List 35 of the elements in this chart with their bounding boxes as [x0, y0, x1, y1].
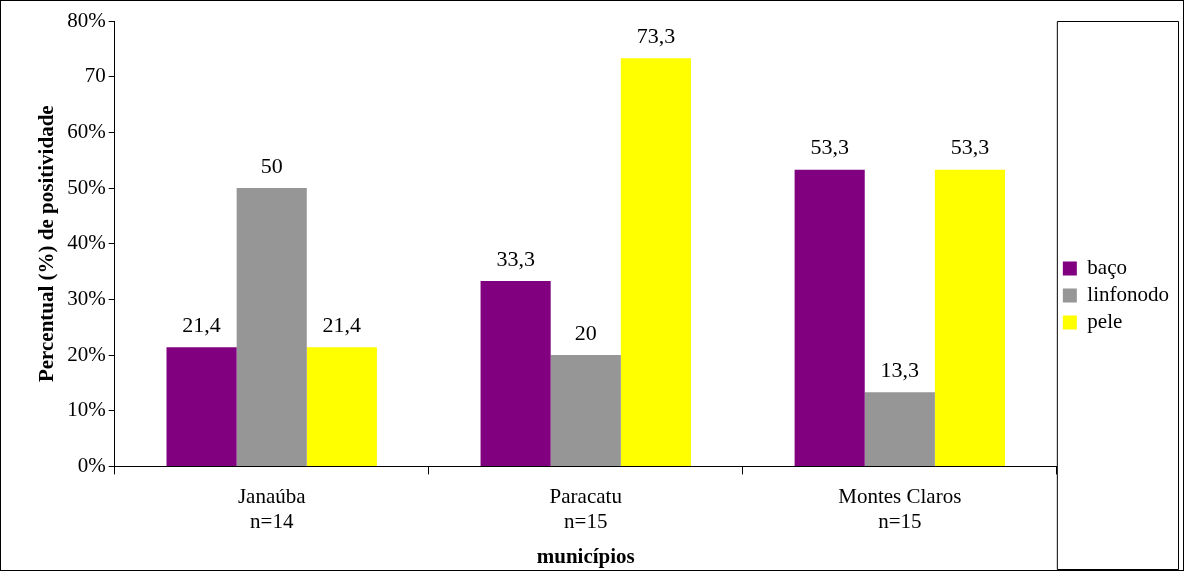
y-tick-label: 30%	[67, 285, 106, 310]
bar	[934, 169, 1006, 466]
x-tick-label: Montes Claros n=15	[838, 483, 962, 533]
text: 53,3	[810, 134, 849, 160]
bar	[306, 347, 377, 466]
y-tick-label: 0%	[77, 452, 106, 477]
bar	[620, 58, 691, 466]
legend-label: linfonodo	[1087, 282, 1170, 307]
x-tick-label: Janaúba n=14	[237, 483, 307, 533]
text: 73,3	[636, 23, 676, 49]
text: 50	[260, 152, 283, 178]
bar	[794, 169, 865, 466]
x-axis-title: municípios	[536, 543, 635, 568]
bar	[864, 392, 935, 466]
y-tick-label: 40%	[67, 230, 106, 255]
text: 21,4	[322, 312, 362, 338]
y-axis-title: Percentual (%) de positividade	[34, 105, 59, 383]
legend-label: pele	[1087, 309, 1123, 334]
text: 53,3	[950, 134, 990, 160]
bar	[480, 281, 551, 466]
y-tick-label: 70	[84, 63, 106, 88]
y-tick-label: 20%	[67, 341, 106, 366]
text: 33,3	[496, 245, 535, 271]
y-tick-label: 50%	[67, 174, 106, 199]
y-tick-label: 80%	[67, 7, 106, 32]
x-tick-label: Paracatu n=15	[549, 483, 623, 533]
bar	[550, 355, 621, 466]
y-tick-label: 10%	[67, 397, 106, 422]
legend-label: baço	[1087, 255, 1127, 280]
text: 20	[574, 319, 597, 345]
y-tick-label: 60%	[67, 118, 106, 143]
text: 21,4	[182, 312, 221, 338]
text: 13,3	[880, 357, 920, 383]
bar	[236, 188, 307, 466]
bar	[166, 347, 237, 466]
